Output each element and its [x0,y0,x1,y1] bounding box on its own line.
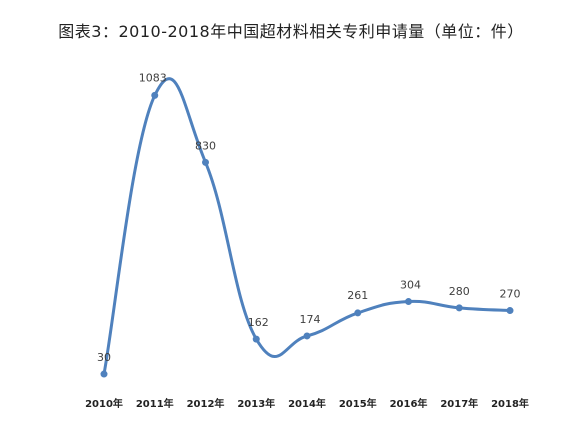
data-points [100,91,514,378]
x-tick-label: 2016年 [390,397,428,410]
data-label: 162 [248,316,269,329]
x-tick-label: 2014年 [288,397,326,410]
data-label: 174 [300,313,321,326]
x-tick-label: 2015年 [339,397,377,410]
data-label: 30 [97,351,111,364]
data-label: 304 [400,279,421,292]
data-labels: 30 1083 830 162 174 261 304 280 270 [97,71,521,364]
data-point [252,335,260,343]
data-label: 1083 [139,71,167,84]
data-point [303,332,311,340]
x-tick-label: 2017年 [440,397,478,410]
series-line [102,77,512,376]
data-label: 270 [500,288,521,301]
data-point [405,298,412,306]
data-point [455,304,463,312]
data-point [506,307,514,315]
data-label: 261 [347,289,368,302]
x-tick-label: 2011年 [136,397,174,410]
x-tick-label: 2018年 [491,397,529,410]
data-label: 280 [449,285,470,298]
x-tick-label: 2012年 [187,397,225,410]
x-tick-label: 2010年 [85,397,123,410]
data-point [354,309,362,317]
data-point [151,91,159,99]
data-point [202,158,209,166]
data-label: 830 [195,139,216,152]
x-axis-tick-labels: 2010年 2011年 2012年 2013年 2014年 2015年 2016年 2017年… [85,397,529,410]
chart-title: 图表3：2010-2018年中国超材料相关专利申请量（单位：件） [58,22,524,41]
x-tick-label: 2013年 [237,397,275,410]
data-point [100,370,108,378]
